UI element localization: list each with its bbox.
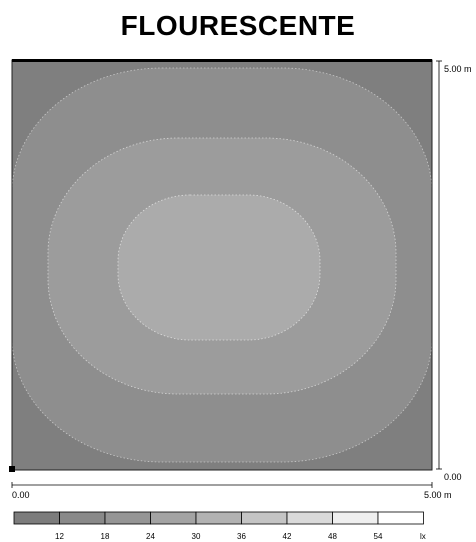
scale-swatch	[195, 511, 242, 525]
diagram-title: FLOURESCENTE	[120, 10, 356, 41]
contour-zone-center	[117, 194, 321, 341]
x-axis-right-label: 5.00 m	[424, 490, 452, 500]
scale-swatch	[59, 511, 106, 525]
scale-swatch	[104, 511, 151, 525]
scale-swatch	[377, 511, 424, 525]
illuminance-scale	[13, 511, 424, 525]
scale-swatch	[286, 511, 333, 525]
scale-swatch	[332, 511, 379, 525]
scale-tick-label: 12	[55, 532, 64, 541]
illuminance-scale-labels: 12 18 24 30 36 42 48 54	[55, 532, 383, 541]
y-axis-bottom-label: 0.00	[444, 472, 462, 482]
scale-tick-label: 54	[374, 532, 383, 541]
x-axis-left-label: 0.00	[12, 490, 30, 500]
scale-tick-label: 36	[237, 532, 246, 541]
scale-swatch	[150, 511, 197, 525]
scale-tick-label: 30	[192, 532, 201, 541]
scale-tick-label: 24	[146, 532, 155, 541]
scale-tick-label: 48	[328, 532, 337, 541]
y-axis-top-label: 5.00 m	[444, 64, 472, 74]
scale-swatch	[241, 511, 288, 525]
origin-marker	[9, 466, 15, 472]
scale-unit-label: lx	[420, 532, 426, 541]
scale-tick-label: 18	[101, 532, 110, 541]
scale-tick-label: 42	[283, 532, 292, 541]
scale-swatch	[13, 511, 60, 525]
